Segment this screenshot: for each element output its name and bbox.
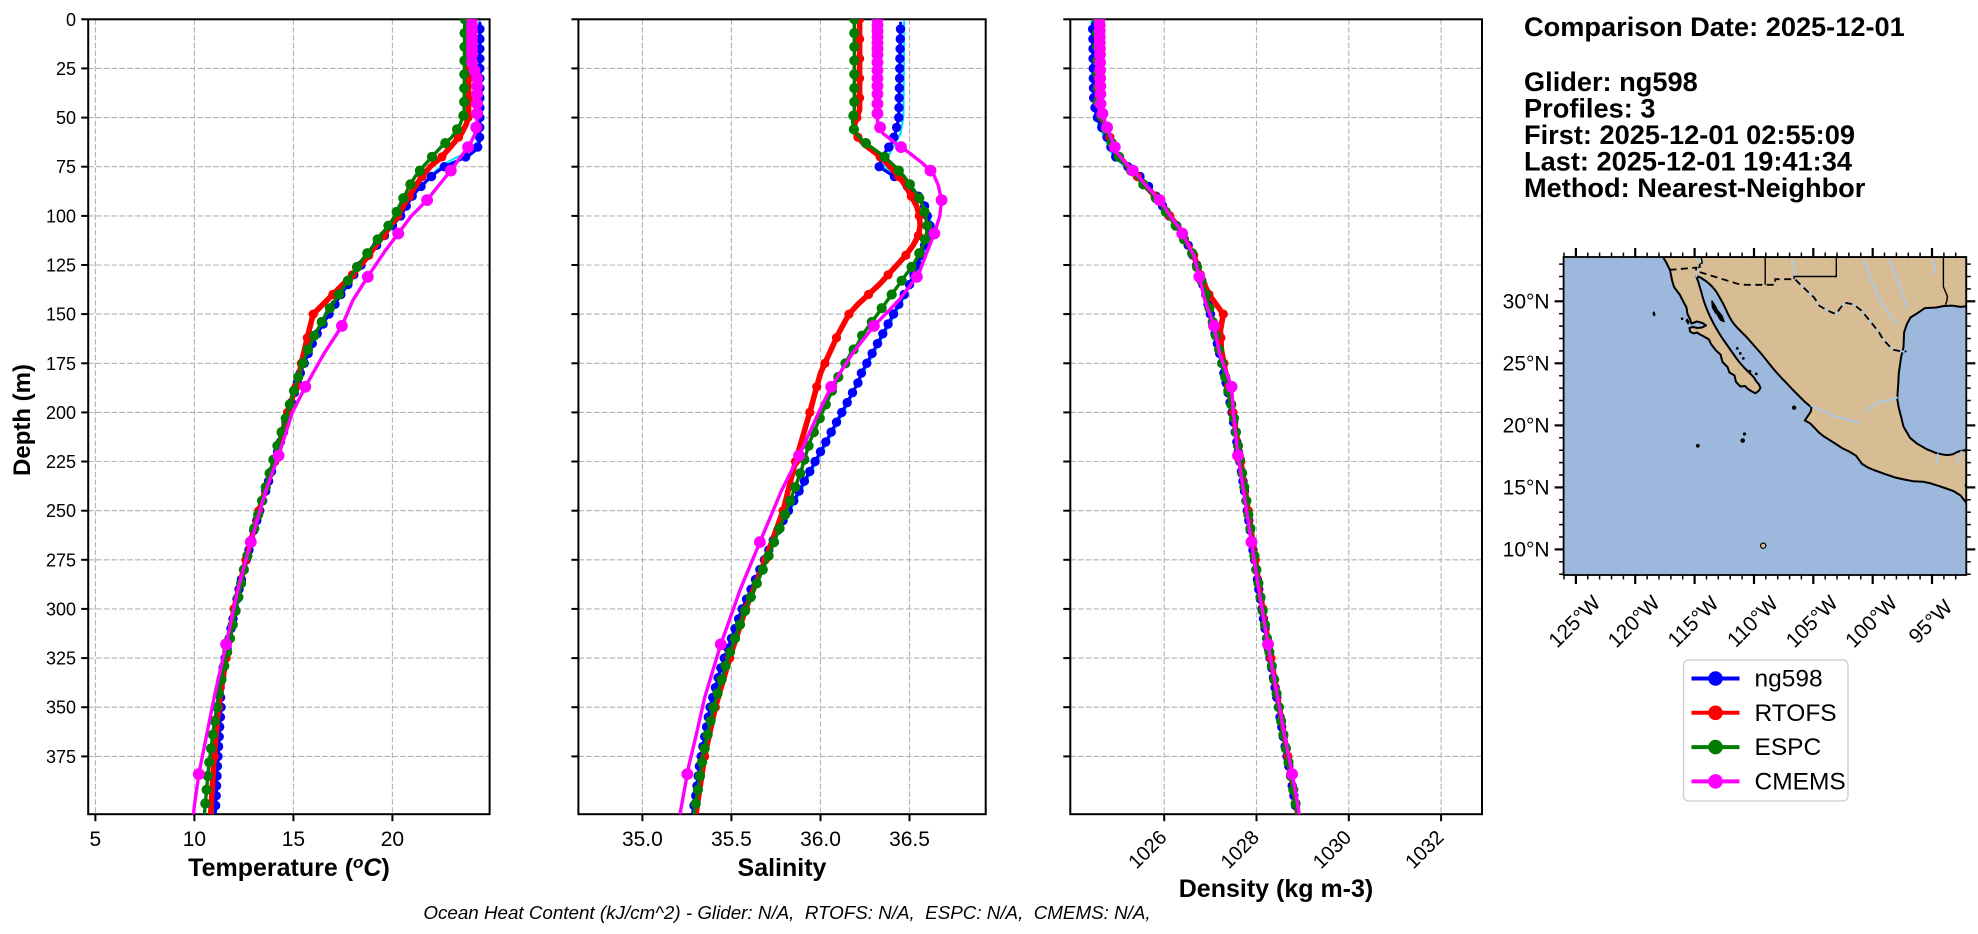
svg-text:35.0: 35.0 [622, 828, 663, 851]
svg-text:75: 75 [56, 157, 76, 177]
svg-text:200: 200 [46, 403, 76, 423]
svg-text:125: 125 [46, 256, 76, 276]
svg-text:Last: 2025-12-01 19:41:34: Last: 2025-12-01 19:41:34 [1524, 146, 1852, 177]
svg-text:Comparison Date: 2025-12-01: Comparison Date: 2025-12-01 [1524, 11, 1905, 42]
svg-text:Glider: ng598: Glider: ng598 [1524, 66, 1698, 97]
svg-text:375: 375 [46, 747, 76, 767]
svg-text:30°N: 30°N [1503, 290, 1550, 313]
svg-text:ng598: ng598 [1755, 666, 1823, 693]
svg-text:20: 20 [381, 828, 404, 851]
svg-text:275: 275 [46, 550, 76, 570]
svg-text:Depth (m): Depth (m) [9, 364, 36, 476]
svg-text:300: 300 [46, 599, 76, 619]
svg-text:225: 225 [46, 452, 76, 472]
svg-text:Method: Nearest-Neighbor: Method: Nearest-Neighbor [1524, 172, 1866, 203]
svg-text:20°N: 20°N [1503, 414, 1550, 437]
svg-text:15°N: 15°N [1503, 476, 1550, 499]
svg-text:10: 10 [183, 828, 206, 851]
svg-text:150: 150 [46, 305, 76, 325]
svg-text:25°N: 25°N [1503, 352, 1550, 375]
svg-text:10°N: 10°N [1503, 538, 1550, 561]
svg-text:36.5: 36.5 [889, 828, 930, 851]
svg-text:5: 5 [90, 828, 102, 851]
svg-text:Density (kg m-3): Density (kg m-3) [1179, 875, 1373, 903]
svg-text:50: 50 [56, 108, 76, 128]
svg-text:100: 100 [46, 206, 76, 226]
svg-text:ESPC: ESPC [1755, 734, 1822, 761]
svg-text:CMEMS: CMEMS [1755, 768, 1846, 795]
svg-text:36.0: 36.0 [800, 828, 841, 851]
svg-text:Profiles: 3: Profiles: 3 [1524, 93, 1655, 124]
svg-text:175: 175 [46, 354, 76, 374]
svg-text:350: 350 [46, 698, 76, 718]
svg-text:325: 325 [46, 649, 76, 669]
svg-text:Ocean Heat Content (kJ/cm^2) -: Ocean Heat Content (kJ/cm^2) - Glider: N… [423, 902, 1150, 923]
svg-text:250: 250 [46, 501, 76, 521]
svg-text:15: 15 [282, 828, 305, 851]
svg-text:0: 0 [66, 10, 76, 30]
svg-text:RTOFS: RTOFS [1755, 700, 1837, 727]
svg-text:35.5: 35.5 [711, 828, 752, 851]
svg-text:25: 25 [56, 59, 76, 79]
svg-text:Salinity: Salinity [738, 854, 827, 882]
svg-text:First: 2025-12-01 02:55:09: First: 2025-12-01 02:55:09 [1524, 119, 1855, 150]
